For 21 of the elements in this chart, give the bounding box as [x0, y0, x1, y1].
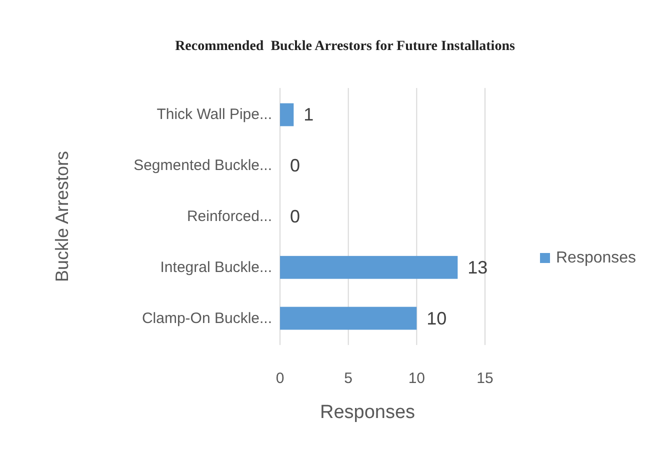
bar — [280, 306, 417, 330]
y-tick-label: Thick Wall Pipe... — [156, 106, 272, 124]
data-label: 0 — [290, 206, 300, 226]
y-tick-label: Reinforced... — [186, 208, 272, 225]
legend-label: Responses — [556, 250, 636, 266]
x-tick-label: 0 — [276, 370, 284, 387]
bar — [280, 256, 458, 279]
y-axis-title: Buckle Arrestors — [52, 150, 72, 282]
y-tick-label: Segmented Buckle... — [134, 157, 272, 174]
chart-title: Recommended Buckle Arrestors for Future Installations — [175, 39, 516, 54]
bar — [280, 103, 294, 126]
data-label: 13 — [468, 257, 488, 278]
x-tick-label: 5 — [344, 370, 353, 387]
y-tick-label: Clamp-On Buckle... — [142, 310, 272, 327]
data-label: 0 — [290, 156, 300, 176]
y-tick-label: Integral Buckle... — [160, 258, 272, 276]
x-tick-label: 10 — [408, 370, 426, 387]
data-label: 1 — [304, 104, 314, 125]
data-label: 10 — [426, 308, 447, 328]
x-axis-title: Responses — [320, 402, 416, 423]
x-tick-label: 15 — [476, 370, 494, 387]
